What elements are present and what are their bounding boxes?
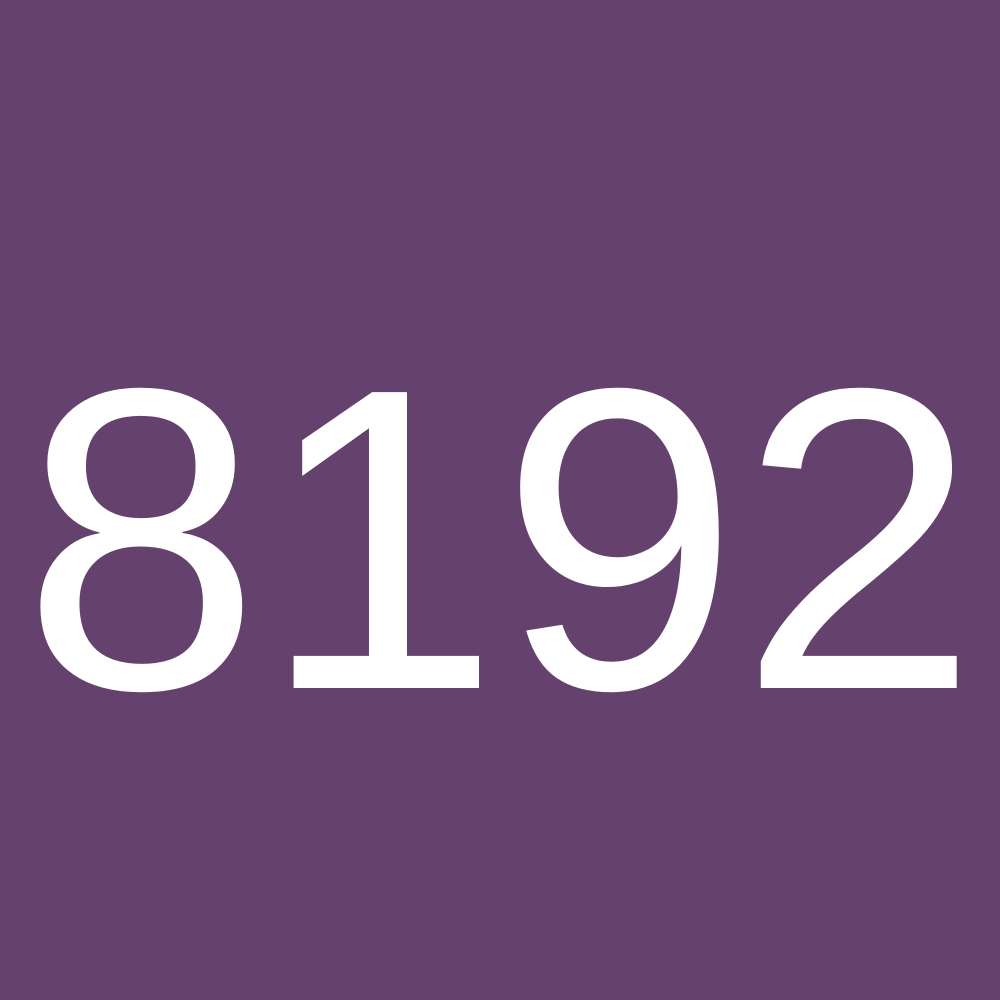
tile-value: 8192 <box>21 300 979 780</box>
